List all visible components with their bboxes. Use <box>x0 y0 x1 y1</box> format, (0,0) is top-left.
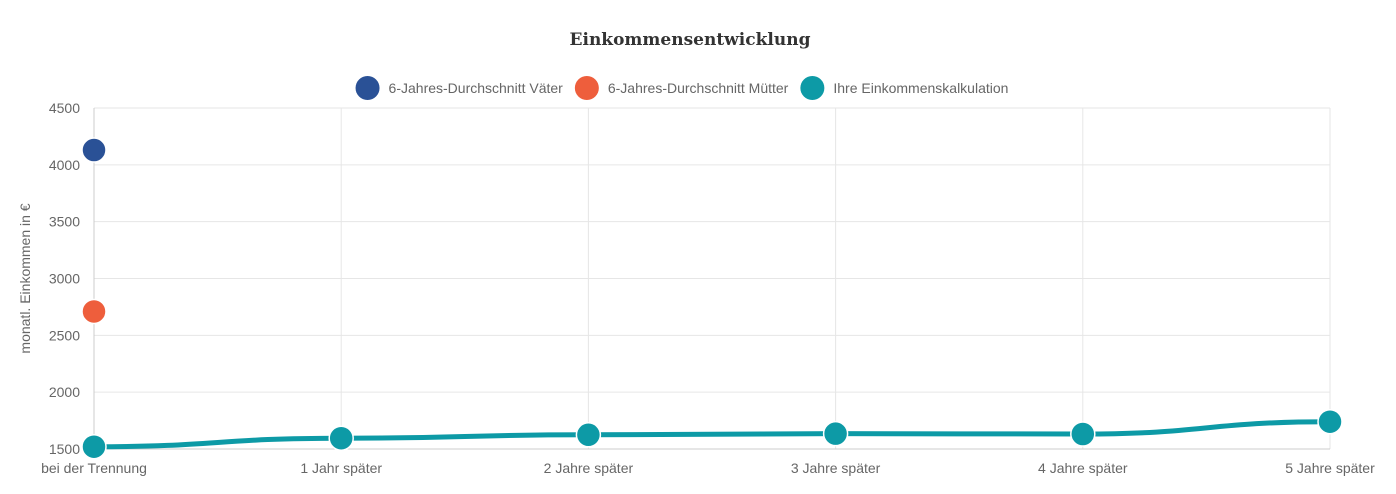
legend-marker <box>574 76 599 100</box>
data-point <box>1070 421 1096 447</box>
y-tick-label: 3500 <box>49 214 80 230</box>
y-tick-label: 2500 <box>49 327 80 343</box>
y-tick-label: 1500 <box>49 441 80 457</box>
data-point <box>81 137 107 163</box>
legend-label: 6-Jahres-Durchschnitt Mütter <box>608 80 789 96</box>
legend: 6-Jahres-Durchschnitt Väter 6-Jahres-Durc… <box>355 76 1008 100</box>
data-point <box>81 298 107 325</box>
data-point <box>575 422 602 448</box>
legend-label: Ihre Einkommenskalkulation <box>833 80 1008 96</box>
x-tick-label: bei der Trennung <box>41 460 147 476</box>
y-axis-label: monatl. Einkommen in € <box>17 203 33 353</box>
x-tick-label: 3 Jahre später <box>791 460 881 476</box>
chart-title: Einkommensentwicklung <box>569 30 811 50</box>
y-tick-label: 4000 <box>49 157 80 173</box>
legend-label: 6-Jahres-Durchschnitt Väter <box>389 80 564 96</box>
series-line <box>91 419 1333 450</box>
x-tick-label: 2 Jahre später <box>544 460 634 476</box>
x-tick-label: 5 Jahre später <box>1285 460 1375 476</box>
y-tick-label: 3000 <box>49 271 80 287</box>
data-point <box>1317 408 1343 435</box>
y-tick-label: 2000 <box>49 384 80 400</box>
x-tick-label: 4 Jahre später <box>1038 460 1128 476</box>
series-layer <box>81 137 1343 460</box>
data-point <box>328 425 354 451</box>
legend-marker <box>800 76 825 100</box>
data-point <box>822 420 849 447</box>
y-axis-ticks: 4500 4000 3500 3000 2500 2000 1500 <box>49 100 80 457</box>
x-tick-label: 1 Jahr später <box>300 460 382 476</box>
x-axis-ticks: bei der Trennung 1 Jahr später 2 Jahre spä… <box>41 460 1375 476</box>
grid-lines <box>93 107 1331 450</box>
legend-marker <box>355 76 380 100</box>
y-tick-label: 4500 <box>49 100 80 116</box>
data-point <box>81 433 107 460</box>
